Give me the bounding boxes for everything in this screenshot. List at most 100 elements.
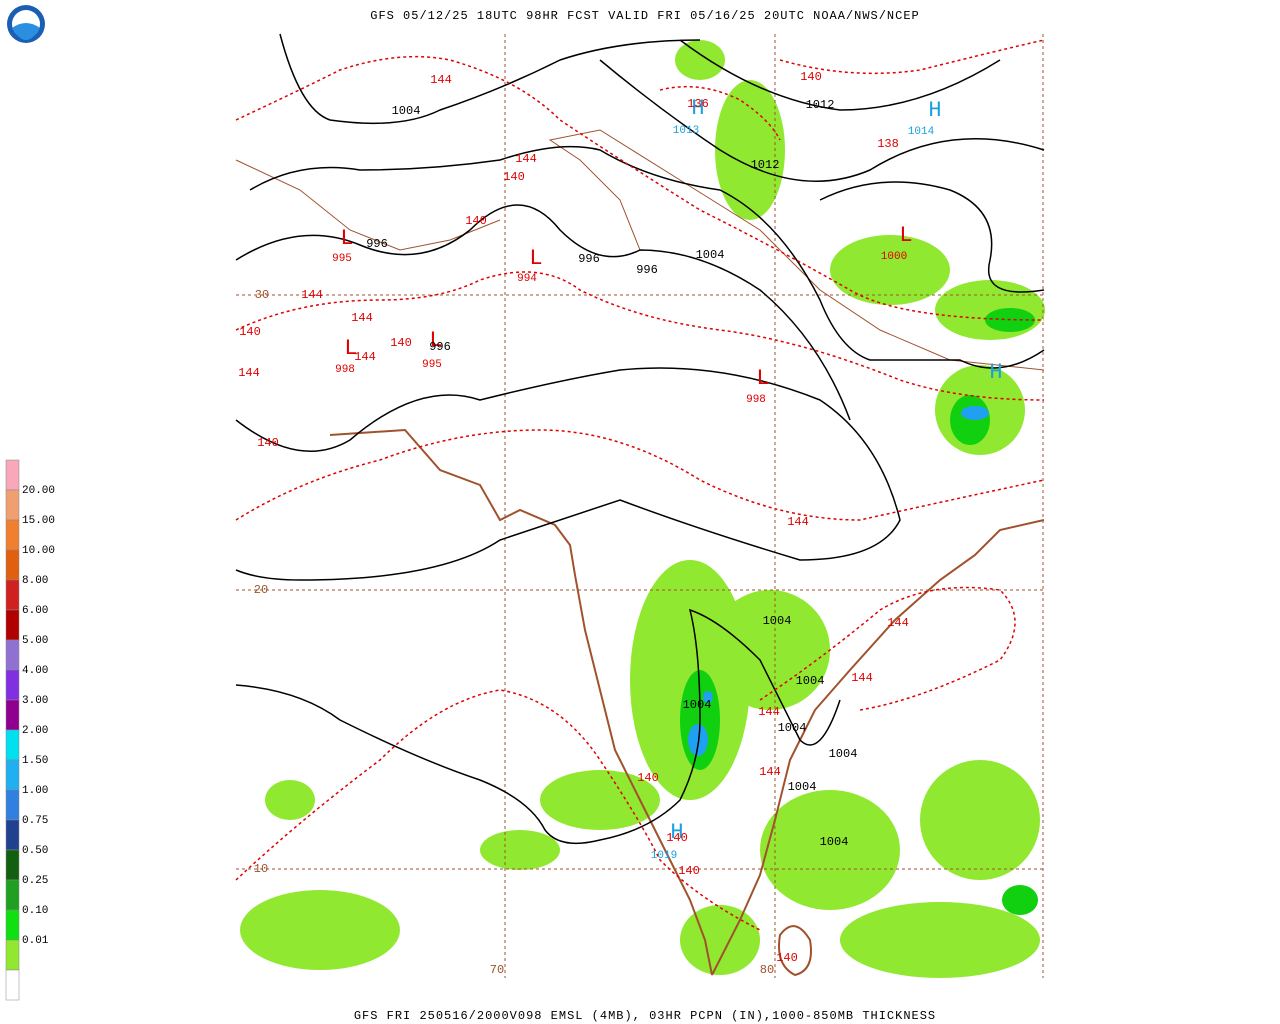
- legend-swatch: [5, 759, 20, 791]
- center-value: 1019: [651, 850, 677, 862]
- legend-label: 8.00: [22, 575, 48, 587]
- thickness-label: 140: [678, 864, 700, 878]
- isobar-label: 996: [366, 237, 388, 251]
- footer-caption: GFS FRI 250516/2000V098 EMSL (4MB), 03HR…: [354, 1009, 936, 1023]
- header-title: GFS 05/12/25 18UTC 98HR FCST VALID FRI 0…: [370, 9, 919, 23]
- thickness-label: 144: [515, 152, 537, 166]
- legend-label: 20.00: [22, 485, 55, 497]
- legend-label: 1.50: [22, 755, 48, 767]
- map: [235, 33, 1045, 978]
- isobar-label: 996: [578, 252, 600, 266]
- thickness-label: 140: [776, 951, 798, 965]
- isobar-label: 1004: [683, 698, 712, 712]
- isobar-label: 1004: [820, 835, 849, 849]
- center-value: 994: [517, 273, 537, 285]
- thickness-label: 140: [239, 325, 261, 339]
- thickness-label: 140: [666, 831, 688, 845]
- legend-swatch: [5, 969, 20, 1001]
- center-value: 995: [332, 253, 352, 265]
- center-value: 1014: [908, 126, 935, 138]
- isobar-label: 1012: [751, 158, 780, 172]
- grid-label: 80: [760, 963, 774, 977]
- isobar-label: 1004: [829, 747, 858, 761]
- thickness-label: 140: [503, 170, 525, 184]
- legend-label: 15.00: [22, 515, 55, 527]
- pressure-center: L: [899, 223, 912, 248]
- legend-label: 5.00: [22, 635, 48, 647]
- isobar-label: 1004: [763, 614, 792, 628]
- pressure-center: L: [429, 328, 442, 353]
- legend-swatch: [5, 909, 20, 941]
- legend-label: 1.00: [22, 785, 48, 797]
- legend-label: 4.00: [22, 665, 48, 677]
- legend-swatch: [5, 849, 20, 881]
- pressure-center: L: [344, 336, 357, 361]
- legend-label: 0.50: [22, 845, 48, 857]
- isobar-label: 1012: [806, 98, 835, 112]
- thickness-label: 144: [354, 350, 376, 364]
- thickness-label: 144: [851, 671, 873, 685]
- isobar-label: 996: [429, 340, 451, 354]
- legend-swatch: [5, 609, 20, 641]
- grid-label: 30: [255, 288, 269, 302]
- isobar-label: 1004: [796, 674, 825, 688]
- noaa-logo: [7, 5, 45, 43]
- grid-label: 70: [490, 963, 504, 977]
- legend-swatch: [5, 939, 20, 971]
- thickness-contours: [235, 39, 1045, 931]
- legend-swatch: [5, 519, 20, 551]
- thickness-label: 144: [758, 705, 780, 719]
- pressure-center: L: [340, 226, 353, 251]
- pressure-center: L: [756, 366, 769, 391]
- thickness-label: 140: [800, 70, 822, 84]
- legend-swatch: [5, 549, 20, 581]
- grid-label: 10: [254, 862, 268, 876]
- legend-label: 0.01: [22, 935, 49, 947]
- pressure-center: H: [989, 360, 1002, 385]
- legend-label: 3.00: [22, 695, 48, 707]
- center-value: 998: [746, 394, 766, 406]
- legend-swatch: [5, 579, 20, 611]
- thickness-label: 140: [637, 771, 659, 785]
- thickness-label: 140: [390, 336, 412, 350]
- center-value: 995: [422, 359, 442, 371]
- coastline: [235, 129, 1045, 977]
- pressure-center: H: [928, 98, 941, 123]
- thickness-label: 144: [430, 73, 452, 87]
- legend: 20.00 15.00 10.00 8.00 6.00 5.00 4.00 3.00 2.00 1…: [5, 459, 55, 1001]
- isobar-label: 1004: [778, 721, 807, 735]
- legend-swatch: [5, 819, 20, 851]
- thickness-label: 136: [687, 97, 709, 111]
- thickness-label: 144: [301, 288, 323, 302]
- pressure-center: H: [670, 820, 683, 845]
- legend-label: 6.00: [22, 605, 48, 617]
- legend-label: 0.10: [22, 905, 48, 917]
- center-value: 1013: [673, 125, 699, 137]
- legend-swatch: [5, 879, 20, 911]
- legend-label: 0.25: [22, 875, 48, 887]
- legend-swatch: [5, 789, 20, 821]
- isobars: [235, 33, 1045, 845]
- precipitation: [240, 40, 1045, 978]
- center-value: 1000: [881, 251, 907, 263]
- thickness-label: 144: [759, 765, 781, 779]
- isobar-label: 996: [636, 263, 658, 277]
- pressure-center: H: [691, 96, 704, 121]
- isobar-label: 1004: [392, 104, 421, 118]
- thickness-label: 144: [238, 366, 260, 380]
- thickness-label: 144: [787, 515, 809, 529]
- legend-swatch: [5, 459, 20, 491]
- legend-label: 10.00: [22, 545, 55, 557]
- legend-swatch: [5, 729, 20, 761]
- legend-label: 0.75: [22, 815, 48, 827]
- center-value: 998: [335, 364, 355, 376]
- legend-swatch: [5, 699, 20, 731]
- legend-swatch: [5, 489, 20, 521]
- grid-label: 20: [254, 583, 268, 597]
- thickness-label: 144: [887, 616, 909, 630]
- legend-label: 2.00: [22, 725, 48, 737]
- thickness-label: 138: [877, 137, 899, 151]
